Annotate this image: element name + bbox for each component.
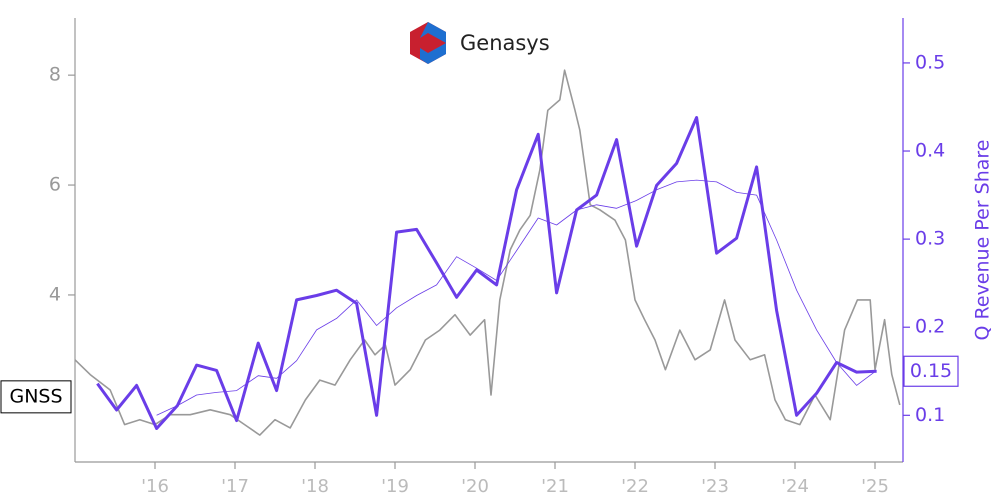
- x-tick-label: '23: [701, 476, 729, 497]
- x-tick-label: '20: [461, 476, 489, 497]
- logo: Genasys: [410, 22, 550, 64]
- y2-tick-label: 0.5: [915, 51, 945, 73]
- logo-icon-part: [420, 22, 446, 64]
- y2-label: Q Revenue Per Share: [972, 140, 994, 341]
- x-tick-label: '18: [301, 476, 329, 497]
- logo-text: Genasys: [460, 31, 550, 55]
- series-line: [156, 179, 877, 416]
- ticker-box: [0, 380, 72, 414]
- x-tick-label: '25: [861, 476, 889, 497]
- x-tick-label: '17: [221, 476, 249, 497]
- x-tick-label: '24: [781, 476, 809, 497]
- ticker-label: GNSS: [9, 385, 62, 407]
- last-value-label: 0.15: [910, 360, 952, 382]
- x-tick-label: '16: [141, 476, 169, 497]
- plot-area: [74, 69, 901, 436]
- y-tick-label: 6: [49, 174, 61, 196]
- y2-tick-label: 0.2: [915, 316, 945, 338]
- value-box: [903, 355, 959, 387]
- y-tick-label: 8: [49, 64, 61, 86]
- y2-tick-label: 0.1: [915, 404, 945, 426]
- series-line: [74, 69, 901, 436]
- y2-tick-label: 0.3: [915, 228, 945, 250]
- series-line: [96, 116, 877, 430]
- y-tick-label: 4: [49, 283, 61, 305]
- x-tick-label: '22: [621, 476, 649, 497]
- y2-tick-label: 0.4: [915, 140, 945, 162]
- x-tick-label: '19: [381, 476, 409, 497]
- x-tick-label: '21: [541, 476, 569, 497]
